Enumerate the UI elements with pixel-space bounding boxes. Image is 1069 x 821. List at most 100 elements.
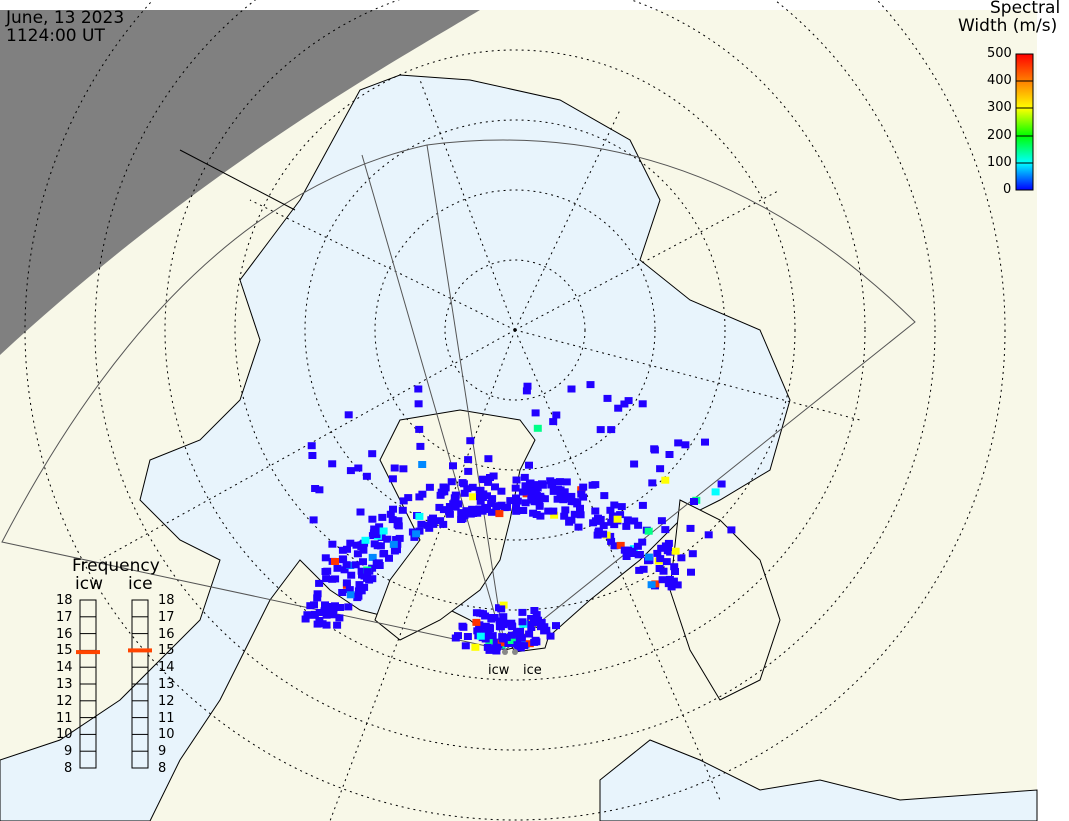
- scatter-cell: [644, 553, 653, 561]
- scatter-cell: [484, 478, 493, 486]
- scatter-cell: [425, 483, 434, 491]
- scatter-cell: [415, 425, 424, 433]
- scatter-cell: [513, 497, 522, 505]
- scatter-cell: [492, 639, 501, 647]
- scatter-cell: [369, 529, 378, 537]
- freq-tick: 16: [158, 626, 175, 642]
- scatter-cell: [476, 632, 485, 640]
- scatter-cell: [362, 472, 371, 480]
- scatter-cell: [368, 564, 377, 572]
- scatter-cell: [596, 515, 605, 523]
- scatter-cell: [591, 507, 600, 515]
- scatter-cell: [351, 561, 360, 569]
- scatter-cell: [628, 547, 637, 555]
- scatter-cell: [392, 536, 401, 543]
- scatter-cell: [610, 501, 619, 509]
- scatter-cell: [607, 426, 616, 434]
- scatter-cell: [664, 544, 672, 551]
- scatter-cell: [670, 563, 679, 571]
- scatter-cell: [613, 515, 622, 523]
- scatter-cell: [466, 437, 475, 445]
- scatter-cell: [523, 382, 532, 390]
- scatter-cell: [301, 615, 310, 623]
- scatter-cell: [549, 507, 558, 515]
- scatter-cell: [464, 456, 473, 464]
- scatter-cell: [436, 517, 445, 525]
- scatter-cell: [321, 554, 330, 562]
- scatter-cell: [471, 643, 480, 651]
- scatter-cell: [498, 633, 507, 641]
- scatter-cell: [388, 475, 397, 483]
- freq-tick: 8: [158, 761, 167, 776]
- scatter-cell: [525, 480, 534, 488]
- scatter-cell: [354, 464, 363, 472]
- scatter-cell: [552, 411, 561, 419]
- freq-tick: 9: [64, 744, 73, 760]
- scatter-cell: [533, 424, 542, 432]
- scatter-cell: [550, 511, 559, 519]
- scatter-cell: [315, 617, 324, 624]
- scatter-cell: [600, 492, 609, 500]
- scatter-cell: [345, 586, 354, 594]
- scatter-cell: [368, 553, 377, 561]
- scatter-cell: [461, 642, 470, 650]
- scatter-cell: [303, 611, 312, 619]
- scatter-cell: [657, 544, 666, 552]
- scatter-cell: [546, 632, 555, 640]
- scatter-cell: [492, 506, 501, 514]
- scatter-cell: [610, 542, 619, 550]
- scatter-cell: [527, 615, 536, 622]
- scatter-cell: [638, 538, 647, 546]
- scatter-cell: [687, 568, 695, 576]
- scatter-cell: [518, 488, 527, 496]
- scatter-cell: [506, 497, 515, 505]
- scatter-cell: [514, 634, 523, 642]
- scatter-cell: [328, 540, 337, 548]
- site-label-ice: ice: [523, 663, 542, 678]
- scatter-cell: [661, 526, 670, 534]
- scatter-cell: [499, 619, 508, 627]
- scatter-cell: [677, 554, 686, 562]
- scatter-cell: [603, 394, 612, 402]
- scatter-cell: [623, 516, 632, 524]
- scatter-cell: [536, 512, 545, 520]
- scatter-cell: [499, 601, 508, 609]
- scatter-cell: [449, 502, 458, 509]
- scatter-cell: [667, 583, 676, 591]
- scatter-cell: [321, 568, 330, 575]
- scatter-cell: [565, 518, 574, 526]
- scatter-cell: [414, 385, 423, 393]
- scatter-cell: [435, 503, 444, 511]
- scatter-cell: [309, 611, 318, 619]
- freq-tick: 14: [158, 660, 175, 676]
- scatter-cell: [656, 465, 665, 473]
- scatter-cell: [344, 411, 353, 419]
- scatter-cell: [463, 485, 472, 493]
- scatter-cell: [328, 460, 337, 468]
- freq-tick: 12: [158, 693, 175, 709]
- scatter-cell: [535, 498, 544, 506]
- scatter-cell: [370, 525, 379, 533]
- scatter-cell: [343, 545, 351, 553]
- scatter-cell: [512, 503, 521, 511]
- scatter-cell: [681, 441, 690, 449]
- scatter-cell: [441, 484, 450, 492]
- scatter-cell: [333, 564, 342, 572]
- scatter-cell: [457, 509, 466, 517]
- scatter-cell: [429, 514, 437, 522]
- scatter-cell: [386, 510, 395, 518]
- scatter-cell: [415, 493, 424, 501]
- scatter-cell: [638, 400, 647, 408]
- scatter-cell: [576, 504, 584, 512]
- scatter-cell: [487, 508, 496, 516]
- scatter-cell: [493, 643, 501, 651]
- scatter-cell: [531, 409, 540, 417]
- scatter-cell: [576, 511, 585, 519]
- scatter-cell: [462, 507, 471, 515]
- scatter-cell: [529, 509, 538, 517]
- freq-tick: 16: [56, 626, 73, 642]
- scatter-cell: [363, 568, 372, 576]
- scatter-cell: [445, 507, 453, 515]
- scatter-cell: [527, 496, 536, 503]
- date-label: June, 13 2023: [6, 8, 125, 28]
